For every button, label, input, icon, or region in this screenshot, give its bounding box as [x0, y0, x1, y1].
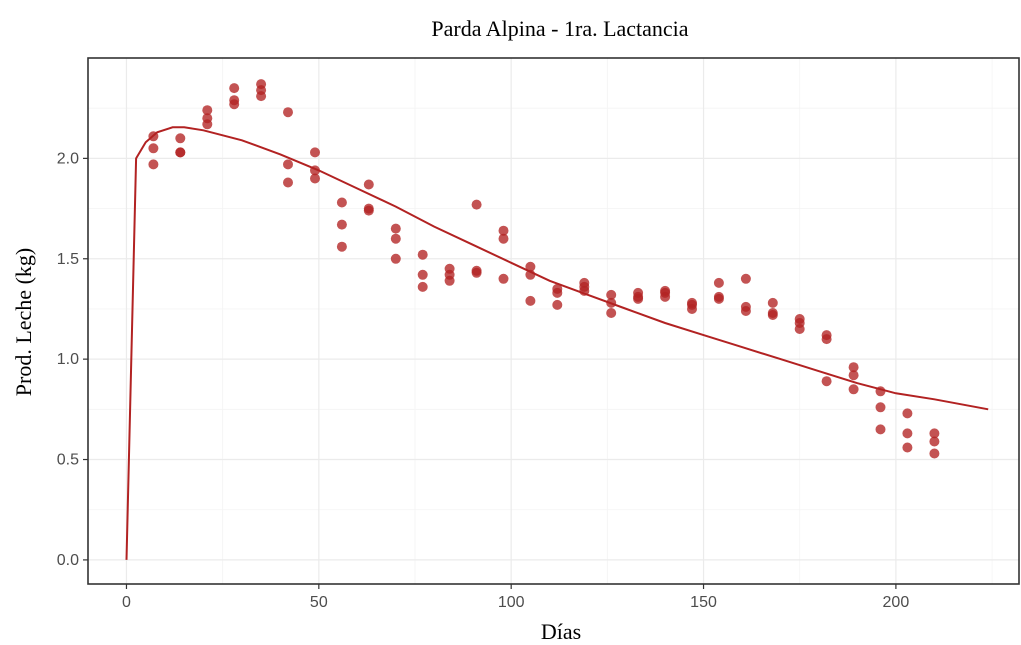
data-point — [175, 133, 186, 144]
data-point — [525, 269, 536, 280]
data-point — [821, 334, 832, 345]
data-point — [175, 147, 186, 158]
data-point — [713, 293, 724, 304]
data-point — [148, 159, 159, 170]
data-point — [848, 362, 859, 373]
y-tick-label: 0.0 — [57, 552, 79, 569]
x-tick-label: 150 — [690, 594, 717, 611]
y-tick-label: 2.0 — [57, 150, 79, 167]
x-tick-label: 200 — [883, 594, 910, 611]
data-point — [283, 159, 293, 170]
plot-background — [88, 58, 1019, 584]
data-point — [390, 223, 401, 234]
data-point — [740, 273, 751, 284]
y-axis: 0.0 0.5 1.0 1.5 2.0 — [57, 150, 88, 569]
grid — [88, 58, 1019, 584]
data-point — [929, 448, 940, 459]
data-point — [417, 269, 428, 280]
chart-title: Parda Alpina - 1ra. Lactancia — [431, 16, 688, 41]
data-point — [821, 376, 832, 387]
data-point — [363, 205, 374, 216]
data-point — [525, 261, 536, 272]
data-point — [471, 267, 482, 278]
data-point — [902, 428, 913, 439]
x-tick-label: 50 — [310, 594, 328, 611]
data-point — [390, 253, 401, 264]
data-point — [498, 225, 509, 236]
y-tick-label: 0.5 — [57, 452, 79, 469]
data-point — [417, 281, 428, 292]
y-tick-label: 1.0 — [57, 351, 79, 368]
data-point — [336, 241, 347, 252]
data-point — [660, 291, 671, 302]
data-point — [256, 91, 267, 102]
plot-panel — [87, 57, 1020, 585]
data-point — [687, 304, 697, 314]
data-point — [498, 233, 509, 244]
lactation-curve — [125, 126, 989, 560]
y-tick-label: 1.5 — [57, 251, 79, 268]
data-point — [902, 408, 913, 419]
data-point — [498, 273, 509, 284]
data-point — [552, 287, 563, 298]
data-point — [875, 402, 886, 413]
data-point — [606, 297, 617, 308]
data-point — [902, 442, 913, 453]
data-point — [848, 370, 859, 381]
data-point — [767, 297, 778, 308]
data-point — [417, 249, 428, 260]
data-point — [283, 107, 293, 118]
x-tick-label: 0 — [122, 594, 131, 611]
data-point — [229, 99, 240, 110]
data-point — [606, 289, 617, 300]
x-tick-label: 100 — [498, 594, 525, 611]
data-point — [471, 199, 482, 210]
data-point — [525, 295, 536, 306]
data-point — [579, 285, 590, 296]
data-point — [310, 165, 320, 176]
x-axis: 0 50 100 150 200 — [122, 584, 909, 611]
data-point — [310, 147, 320, 158]
x-axis-title: Días — [541, 619, 581, 644]
data-point — [875, 386, 886, 397]
data-point — [202, 119, 213, 130]
data-point — [552, 299, 563, 310]
observation-points-layer — [148, 79, 940, 459]
y-axis-title: Prod. Leche (kg) — [11, 248, 36, 396]
data-point — [713, 277, 724, 288]
lactation-curve-layer — [125, 126, 989, 560]
data-point — [283, 177, 293, 188]
data-point — [336, 219, 347, 230]
data-point — [929, 436, 940, 447]
data-point — [229, 83, 240, 94]
data-point — [336, 197, 347, 208]
data-point — [310, 173, 320, 184]
data-point — [444, 275, 455, 286]
data-point — [363, 179, 374, 190]
data-point — [875, 424, 886, 435]
data-point — [148, 131, 159, 142]
data-point — [740, 306, 751, 316]
data-point — [202, 105, 213, 116]
data-point — [929, 428, 940, 439]
data-point — [633, 293, 644, 304]
data-point — [848, 384, 859, 395]
data-point — [148, 143, 159, 154]
data-point — [767, 310, 778, 320]
data-point — [794, 324, 805, 334]
data-point — [390, 233, 401, 244]
data-point — [606, 308, 617, 318]
